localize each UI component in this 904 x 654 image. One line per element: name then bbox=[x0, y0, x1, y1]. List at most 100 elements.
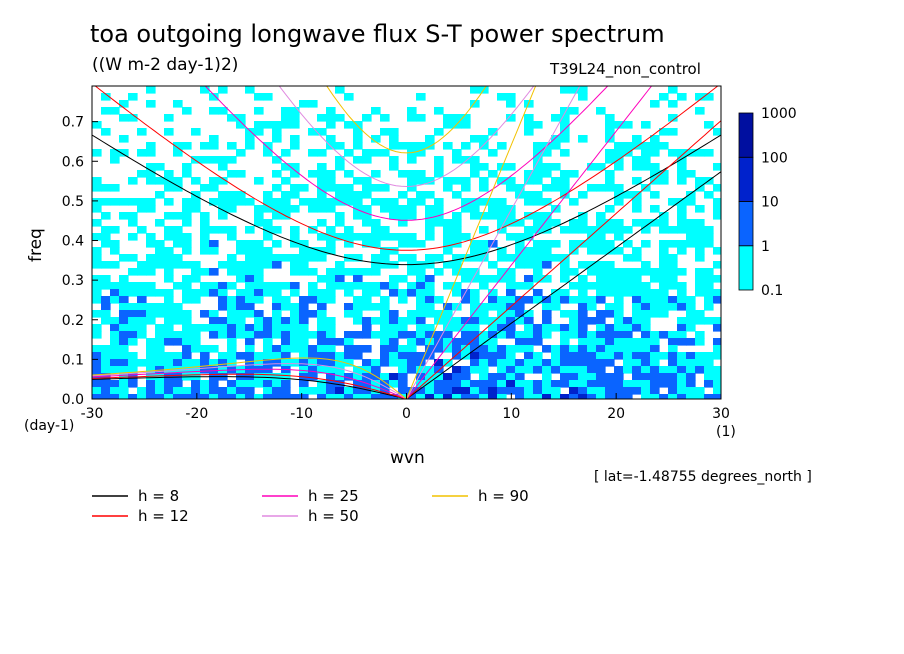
spectrum-cell bbox=[533, 240, 543, 248]
spectrum-cell bbox=[488, 380, 498, 388]
spectrum-cell bbox=[551, 296, 561, 304]
spectrum-cell bbox=[632, 254, 642, 262]
spectrum-cell bbox=[542, 310, 552, 318]
spectrum-cell bbox=[245, 282, 255, 290]
spectrum-cell bbox=[677, 359, 687, 367]
spectrum-cell bbox=[614, 331, 624, 339]
spectrum-cell bbox=[623, 268, 633, 276]
spectrum-cell bbox=[110, 107, 120, 115]
spectrum-cell bbox=[497, 247, 507, 255]
spectrum-cell bbox=[677, 373, 687, 381]
spectrum-cell bbox=[380, 373, 390, 381]
spectrum-cell bbox=[497, 212, 507, 220]
spectrum-cell bbox=[668, 261, 678, 269]
spectrum-cell bbox=[308, 205, 318, 213]
spectrum-cell bbox=[614, 149, 624, 157]
spectrum-cell bbox=[362, 205, 372, 213]
spectrum-cell bbox=[587, 184, 597, 192]
spectrum-cell bbox=[236, 275, 246, 283]
spectrum-cell bbox=[479, 373, 489, 381]
spectrum-cell bbox=[659, 331, 669, 339]
spectrum-cell bbox=[200, 366, 210, 374]
spectrum-cell bbox=[164, 387, 174, 395]
spectrum-cell bbox=[326, 296, 336, 304]
y-tick-label: 0.3 bbox=[62, 273, 84, 289]
spectrum-cell bbox=[677, 303, 687, 311]
spectrum-cell bbox=[641, 163, 651, 171]
spectrum-cell bbox=[281, 205, 291, 213]
spectrum-cell bbox=[191, 380, 201, 388]
spectrum-cell bbox=[713, 345, 721, 353]
spectrum-cell bbox=[578, 240, 588, 248]
spectrum-cell bbox=[587, 394, 597, 399]
spectrum-cell bbox=[407, 212, 417, 220]
spectrum-cell bbox=[290, 114, 300, 122]
spectrum-cell bbox=[218, 212, 228, 220]
spectrum-cell bbox=[569, 107, 579, 115]
spectrum-cell bbox=[110, 338, 120, 346]
spectrum-cell bbox=[470, 240, 480, 248]
spectrum-cell bbox=[182, 324, 192, 332]
spectrum-cell bbox=[146, 366, 156, 374]
spectrum-cell bbox=[101, 296, 111, 304]
spectrum-cell bbox=[146, 310, 156, 318]
spectrum-cell bbox=[218, 359, 228, 367]
spectrum-cell bbox=[425, 352, 435, 360]
spectrum-cell bbox=[668, 338, 678, 346]
spectrum-cell bbox=[209, 345, 219, 353]
gravity-wave-curve bbox=[94, 86, 719, 251]
spectrum-cell bbox=[281, 121, 291, 129]
spectrum-cell bbox=[632, 387, 642, 395]
spectrum-cell bbox=[272, 226, 282, 234]
spectrum-cell bbox=[362, 156, 372, 164]
spectrum-cell bbox=[380, 303, 390, 311]
spectrum-cell bbox=[641, 387, 651, 395]
spectrum-cell bbox=[407, 387, 417, 395]
spectrum-cell bbox=[308, 254, 318, 262]
legend-entry: h = 8 bbox=[138, 487, 179, 505]
spectrum-cell bbox=[272, 205, 282, 213]
spectrum-cell bbox=[146, 163, 156, 171]
spectrum-cell bbox=[686, 303, 696, 311]
spectrum-cell bbox=[164, 352, 174, 360]
spectrum-cell bbox=[254, 352, 264, 360]
spectrum-cell bbox=[650, 310, 660, 318]
spectrum-cell bbox=[119, 114, 129, 122]
spectrum-cell bbox=[641, 338, 651, 346]
spectrum-cell bbox=[317, 394, 327, 399]
spectrum-cell bbox=[200, 324, 210, 332]
spectrum-cell bbox=[398, 366, 408, 374]
spectrum-cell bbox=[596, 184, 606, 192]
spectrum-cell bbox=[101, 282, 111, 290]
spectrum-cell bbox=[92, 380, 102, 388]
spectrum-cell bbox=[344, 338, 354, 346]
spectrum-cell bbox=[110, 394, 120, 399]
spectrum-cell bbox=[713, 387, 721, 395]
spectrum-cell bbox=[416, 317, 426, 325]
spectrum-cell bbox=[488, 198, 498, 206]
spectrum-cell bbox=[452, 177, 462, 185]
spectrum-cell bbox=[533, 247, 543, 255]
spectrum-cell bbox=[119, 317, 129, 325]
spectrum-cell bbox=[362, 345, 372, 353]
spectrum-cell bbox=[200, 394, 210, 399]
spectrum-cell bbox=[308, 387, 318, 395]
spectrum-cell bbox=[209, 366, 219, 374]
spectrum-cell bbox=[713, 380, 721, 388]
spectrum-cell bbox=[182, 317, 192, 325]
spectrum-cell bbox=[632, 380, 642, 388]
spectrum-cell bbox=[497, 345, 507, 353]
spectrum-cell bbox=[695, 352, 705, 360]
spectrum-cell bbox=[254, 177, 264, 185]
spectrum-cell bbox=[137, 226, 147, 234]
spectrum-cell bbox=[479, 240, 489, 248]
spectrum-cell bbox=[92, 233, 102, 241]
spectrum-cell bbox=[164, 338, 174, 346]
spectrum-cell bbox=[443, 240, 453, 248]
spectrum-cell bbox=[173, 387, 183, 395]
spectrum-cell bbox=[209, 394, 219, 399]
spectrum-cell bbox=[416, 149, 426, 157]
spectrum-cell bbox=[128, 303, 138, 311]
spectrum-cell bbox=[650, 352, 660, 360]
dispersion-90 bbox=[92, 86, 537, 399]
